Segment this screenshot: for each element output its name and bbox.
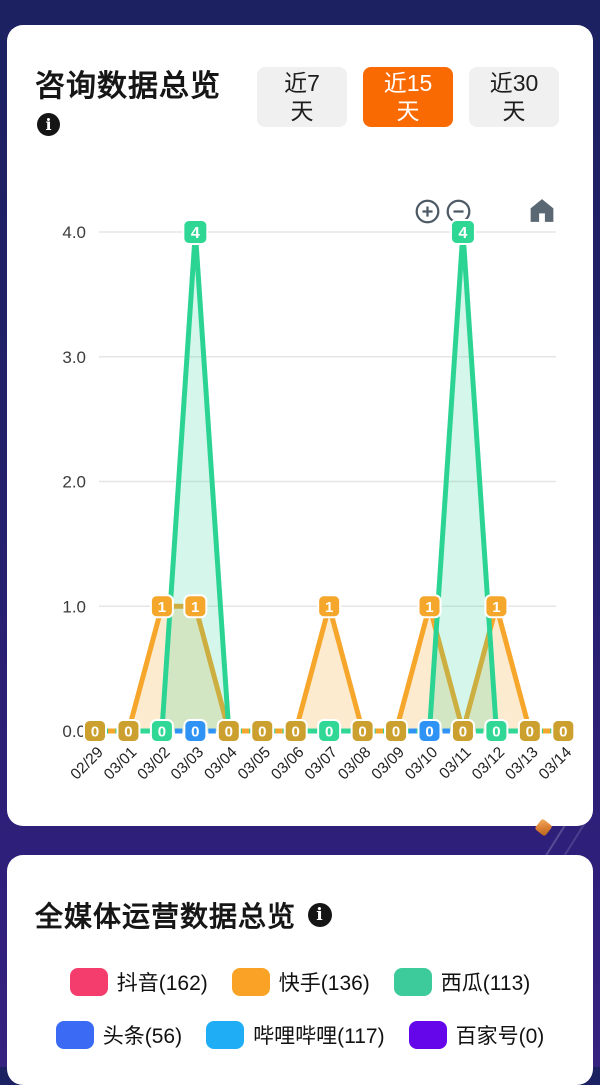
info-icon[interactable]: i [308, 903, 333, 927]
legend-item-xigua[interactable]: 西瓜(113) [393, 967, 531, 997]
svg-text:03/14: 03/14 [536, 744, 576, 784]
svg-text:03/10: 03/10 [402, 744, 442, 784]
legend-item-kuaishou[interactable]: 快手(136) [231, 967, 370, 997]
svg-text:0: 0 [559, 724, 567, 741]
svg-text:0: 0 [358, 724, 366, 741]
zoom-in-icon[interactable] [414, 198, 441, 230]
legend-label: 西瓜(113) [440, 972, 531, 995]
svg-text:03/01: 03/01 [101, 744, 140, 783]
svg-text:0: 0 [158, 724, 166, 741]
legend-item-douyin[interactable]: 抖音(162) [69, 967, 208, 997]
svg-text:0: 0 [325, 724, 333, 741]
douyin-swatch [69, 968, 108, 996]
tab-label: 天 [396, 98, 420, 124]
tab-last-30-days[interactable]: 近30 天 [469, 67, 559, 127]
svg-text:0: 0 [225, 724, 233, 741]
legend-label: 快手(136) [278, 972, 370, 995]
bilibili-swatch [206, 1021, 245, 1049]
xigua-swatch [393, 968, 432, 996]
svg-text:1: 1 [191, 599, 199, 616]
consultation-line-chart[interactable]: 4.0 3.0 2.0 1.0 0.0 02/2903/0103/0203/0303/04… [7, 180, 593, 826]
svg-text:03/07: 03/07 [302, 744, 341, 783]
svg-text:4.0: 4.0 [62, 223, 86, 242]
media-operations-card: 全媒体运营数据总览 i 抖音(162) 快手(136) 西瓜(113) 头条(5… [7, 855, 593, 1085]
legend-label: 哔哩哔哩(117) [253, 1025, 385, 1048]
svg-text:4: 4 [458, 225, 467, 242]
tab-label: 天 [290, 98, 314, 124]
tab-label: 近30 [489, 69, 539, 96]
svg-text:1: 1 [325, 599, 333, 616]
kuaishou-swatch [231, 968, 270, 996]
legend-label: 百家号(0) [455, 1025, 545, 1048]
info-glyph: i [316, 905, 324, 925]
info-icon[interactable]: i [37, 113, 60, 136]
svg-text:0: 0 [425, 724, 433, 741]
svg-text:03/04: 03/04 [201, 744, 241, 784]
svg-text:03/08: 03/08 [335, 744, 374, 783]
svg-text:0: 0 [492, 724, 500, 741]
svg-text:0: 0 [392, 724, 400, 741]
svg-text:03/06: 03/06 [268, 744, 307, 783]
toutiao-swatch [55, 1021, 94, 1049]
platform-legend: 抖音(162) 快手(136) 西瓜(113) 头条(56) 哔哩哔哩(117) [7, 967, 593, 1050]
svg-text:1: 1 [492, 599, 500, 616]
legend-label: 抖音(162) [116, 972, 208, 995]
svg-text:0: 0 [526, 724, 534, 741]
svg-text:0: 0 [124, 724, 132, 741]
svg-text:3.0: 3.0 [62, 348, 86, 367]
home-icon[interactable] [527, 196, 557, 230]
legend-item-toutiao[interactable]: 头条(56) [55, 1020, 183, 1050]
svg-text:0.0: 0.0 [62, 722, 86, 741]
svg-text:03/11: 03/11 [436, 744, 475, 783]
svg-text:0: 0 [292, 724, 300, 741]
section-title: 全媒体运营数据总览 [35, 901, 297, 932]
legend-item-bilibili[interactable]: 哔哩哔哩(117) [206, 1020, 385, 1050]
date-range-tabs: 近7 天 近15 天 近30 天 [257, 67, 559, 127]
svg-text:0: 0 [191, 724, 199, 741]
svg-text:03/13: 03/13 [502, 744, 541, 783]
tab-label: 近7 [284, 69, 320, 96]
tab-label: 天 [502, 98, 526, 124]
svg-text:4: 4 [191, 225, 200, 242]
svg-text:03/09: 03/09 [368, 744, 407, 783]
svg-text:0: 0 [91, 724, 99, 741]
svg-text:03/02: 03/02 [134, 744, 173, 783]
svg-text:1: 1 [158, 599, 166, 616]
svg-text:2.0: 2.0 [62, 473, 86, 492]
svg-text:1.0: 1.0 [62, 597, 86, 616]
page-title: 咨询数据总览 [35, 70, 221, 103]
tab-last-15-days[interactable]: 近15 天 [363, 67, 453, 127]
tab-label: 近15 [383, 69, 433, 96]
info-glyph: i [45, 115, 52, 134]
tab-last-7-days[interactable]: 近7 天 [257, 67, 347, 127]
svg-text:03/03: 03/03 [168, 744, 207, 783]
consultation-overview-card: 咨询数据总览 i 近7 天 近15 天 近30 天 [7, 25, 593, 826]
svg-text:1: 1 [425, 599, 433, 616]
legend-item-baijiahao[interactable]: 百家号(0) [408, 1020, 545, 1050]
svg-text:0: 0 [258, 724, 266, 741]
baijiahao-swatch [408, 1021, 447, 1049]
svg-text:02/29: 02/29 [67, 744, 106, 783]
legend-label: 头条(56) [102, 1025, 183, 1048]
svg-text:03/12: 03/12 [469, 744, 508, 783]
svg-text:0: 0 [459, 724, 467, 741]
svg-text:03/05: 03/05 [235, 744, 274, 783]
